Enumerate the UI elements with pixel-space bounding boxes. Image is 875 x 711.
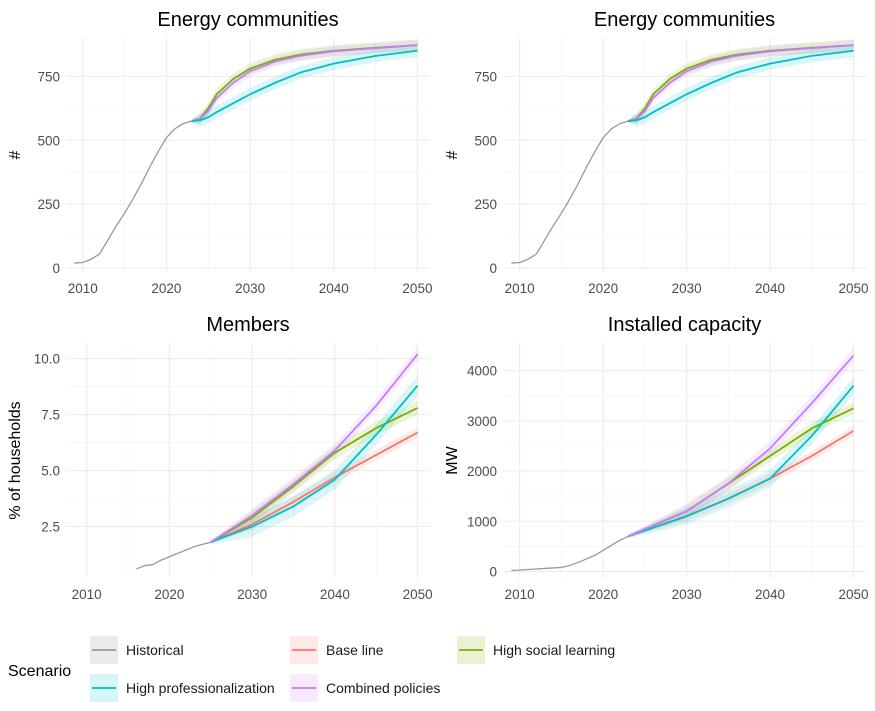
y-tick-label: 10.0 (34, 352, 60, 367)
legend-item: Combined policies (290, 674, 440, 702)
series-line (210, 353, 419, 543)
y-tick-label: 3000 (467, 414, 497, 429)
y-axis-label: # (7, 150, 24, 159)
confidence-band (191, 39, 418, 125)
chart-title: Energy communities (594, 9, 775, 31)
series-line (74, 120, 192, 264)
x-tick-label: 2050 (402, 281, 432, 296)
panel-4: 2010 2020 2030 2040 2050 0 1000 2000 3000 4000 Ins… (444, 314, 869, 602)
confidence-band (628, 44, 854, 127)
confidence-band (628, 40, 854, 125)
x-tick-label: 2020 (151, 281, 181, 296)
legend-title: Scenario (8, 663, 71, 680)
x-tick-label: 2030 (672, 587, 702, 602)
series-line (191, 44, 418, 122)
x-tick-label: 2030 (237, 587, 267, 602)
series-line (210, 407, 418, 543)
x-tick-label: 2040 (319, 281, 349, 296)
x-tick-label: 2040 (755, 281, 785, 296)
y-tick-label: 0 (489, 564, 497, 579)
y-tick-label: 750 (37, 69, 60, 84)
y-tick-label: 0 (52, 261, 60, 276)
x-tick-label: 2010 (68, 281, 98, 296)
series-line (511, 535, 629, 572)
legend-item: High professionalization (90, 674, 275, 702)
confidence-band (191, 40, 418, 125)
confidence-band (210, 426, 418, 544)
series-line (627, 354, 855, 538)
series-line (627, 385, 855, 538)
confidence-band (628, 39, 854, 125)
series-line (627, 44, 854, 122)
panel-3: 2010 2020 2030 2040 2050 2.5 5.0 7.5 10.0 Members… (7, 314, 433, 602)
y-tick-label: 250 (37, 197, 60, 212)
legend-item: High social learning (457, 636, 615, 664)
x-tick-label: 2050 (838, 281, 868, 296)
legend-label: Combined policies (326, 680, 440, 696)
y-tick-label: 2.5 (41, 520, 60, 535)
x-tick-label: 2050 (838, 587, 868, 602)
panel-1: 2010 2020 2030 2040 2050 0 250 500 750 Energy com… (7, 9, 432, 296)
legend-label: High social learning (493, 642, 615, 658)
confidence-band (628, 402, 854, 538)
y-tick-label: 4000 (467, 364, 497, 379)
legend-item: Historical (90, 636, 184, 664)
legend-label: High professionalization (126, 680, 275, 696)
series-line (136, 541, 211, 570)
confidence-band (191, 44, 418, 127)
y-axis-label: % of households (7, 401, 24, 519)
x-tick-label: 2050 (403, 587, 433, 602)
confidence-band (628, 348, 854, 538)
x-tick-label: 2030 (672, 281, 702, 296)
y-tick-label: 7.5 (41, 408, 60, 423)
x-tick-label: 2010 (505, 587, 535, 602)
y-axis-label: MW (444, 445, 461, 474)
x-tick-label: 2020 (154, 587, 184, 602)
x-tick-label: 2020 (588, 587, 618, 602)
legend-label: Base line (326, 642, 384, 658)
series-line (210, 384, 419, 544)
y-tick-label: 750 (474, 69, 497, 84)
y-tick-label: 250 (474, 197, 497, 212)
chart-title: Installed capacity (608, 314, 761, 336)
y-tick-label: 0 (489, 261, 497, 276)
legend-item: Base line (290, 636, 384, 664)
y-axis-label: # (444, 150, 461, 159)
series-line (511, 120, 629, 264)
y-tick-label: 500 (474, 133, 497, 148)
series-line (191, 49, 418, 123)
x-tick-label: 2010 (72, 587, 102, 602)
y-tick-label: 1000 (467, 514, 497, 529)
legend-label: Historical (126, 642, 184, 658)
chart-title: Members (206, 314, 289, 336)
series-line (210, 431, 419, 544)
y-tick-label: 500 (37, 133, 60, 148)
legend: Scenario Historical Base line High social l… (8, 636, 615, 702)
x-tick-label: 2030 (235, 281, 265, 296)
series-line (628, 49, 854, 123)
x-tick-label: 2020 (588, 281, 618, 296)
panel-2: 2010 2020 2030 2040 2050 0 250 500 750 Energy com… (444, 9, 869, 296)
y-tick-label: 2000 (467, 464, 497, 479)
x-tick-label: 2010 (505, 281, 535, 296)
x-tick-label: 2040 (320, 587, 350, 602)
y-tick-label: 5.0 (41, 464, 60, 479)
chart-title: Energy communities (157, 9, 338, 31)
x-tick-label: 2040 (755, 587, 785, 602)
